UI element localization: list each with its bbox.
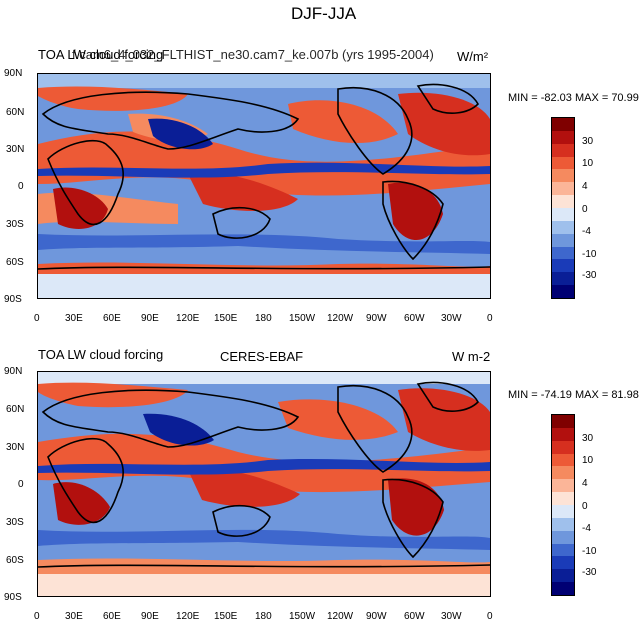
lat-label: 90S [4, 592, 22, 603]
panel1-center-title: f.cam6_4_032_FLTHIST_ne30.cam7_ke.007b (… [72, 47, 434, 62]
panel1-left-title: TOA LW cloud forcing [38, 47, 164, 62]
colorbar-swatch [552, 492, 574, 506]
page-title: DJF-JJA [291, 4, 357, 23]
lon-label: 0 [34, 611, 40, 622]
lon-label: 120E [176, 611, 200, 622]
colorbar-label: -30 [582, 270, 597, 281]
lon-label: 120W [327, 313, 354, 324]
colorbar-swatch [552, 415, 574, 428]
lon-label: 60W [404, 313, 425, 324]
lon-label: 60E [103, 611, 121, 622]
colorbar-swatch [552, 569, 574, 583]
colorbar-swatch [552, 466, 574, 480]
lat-label: 60S [6, 257, 24, 268]
lon-label: 0 [487, 611, 493, 622]
lat-label: 90N [4, 366, 23, 377]
panel1-min-max: MIN = -82.03 MAX = 70.99 [508, 92, 639, 104]
lon-label: 30E [65, 313, 83, 324]
lon-label: 150E [214, 611, 238, 622]
colorbar-swatch [552, 530, 574, 544]
lon-label: 60E [103, 313, 121, 324]
panel2-map [37, 371, 491, 597]
colorbar-swatch [552, 143, 574, 157]
colorbar-label: -30 [582, 567, 597, 578]
lon-label: 120E [176, 313, 200, 324]
lat-label: 30N [6, 144, 25, 155]
lat-label: 60S [6, 555, 24, 566]
colorbar-swatch [552, 233, 574, 247]
lon-label: 0 [34, 313, 40, 324]
colorbar-swatch [552, 220, 574, 234]
colorbar-swatch [552, 440, 574, 454]
colorbar-swatch [552, 130, 574, 144]
colorbar-label: 4 [582, 478, 588, 489]
colorbar-swatch [552, 272, 574, 286]
lon-label: 150W [289, 611, 316, 622]
panel1-units: W/m² [457, 49, 489, 64]
lat-label: 90N [4, 68, 23, 79]
lat-label: 60N [6, 404, 25, 415]
colorbar-label: 30 [582, 433, 594, 444]
colorbar-swatch [552, 259, 574, 273]
colorbar-swatch [552, 156, 574, 170]
colorbar-swatch [552, 285, 574, 299]
colorbar-swatch [552, 453, 574, 467]
colorbar-swatch [552, 479, 574, 493]
colorbar-label: -4 [582, 226, 591, 237]
colorbar-swatch [552, 517, 574, 531]
colorbar-swatch [552, 195, 574, 209]
lat-label: 0 [18, 479, 24, 490]
colorbar-swatch [552, 182, 574, 196]
panel2-coastlines [38, 381, 490, 568]
colorbar-label: 10 [582, 455, 594, 466]
panel2-min-max: MIN = -74.19 MAX = 81.98 [508, 389, 639, 401]
colorbar-swatch [552, 543, 574, 557]
lon-label: 30E [65, 611, 83, 622]
colorbar-swatch [552, 505, 574, 518]
lon-label: 150E [214, 313, 238, 324]
colorbar-label: -10 [582, 546, 597, 557]
colorbar-label: 4 [582, 181, 588, 192]
colorbar-label: 10 [582, 158, 594, 169]
lat-label: 0 [18, 181, 24, 192]
panel2-center-title: CERES-EBAF [220, 349, 304, 364]
lon-label: 30W [441, 313, 462, 324]
lon-label: 180 [255, 313, 272, 324]
lon-label: 180 [255, 611, 272, 622]
lon-label: 60W [404, 611, 425, 622]
colorbar-label: 30 [582, 136, 594, 147]
lon-label: 120W [327, 611, 354, 622]
lat-label: 30N [6, 442, 25, 453]
colorbar-label: -4 [582, 523, 591, 534]
panel2-units: W m-2 [452, 349, 491, 364]
lon-label: 90W [366, 313, 387, 324]
colorbar-swatch [552, 208, 574, 221]
lon-label: 90E [141, 611, 159, 622]
lon-label: 90W [366, 611, 387, 622]
panel2-field [38, 372, 490, 596]
colorbar-swatches [551, 414, 575, 596]
lon-label: 90E [141, 313, 159, 324]
colorbar-swatches [551, 117, 575, 299]
colorbar-swatch [552, 246, 574, 260]
lon-label: 30W [441, 611, 462, 622]
colorbar-swatch [552, 427, 574, 441]
colorbar-swatch [552, 582, 574, 596]
panel2-left-title: TOA LW cloud forcing [38, 347, 164, 362]
colorbar-label: 0 [582, 501, 588, 512]
colorbar-swatch [552, 118, 574, 131]
panel1-coastlines [38, 83, 490, 270]
colorbar-swatch [552, 556, 574, 570]
lon-label: 0 [487, 313, 493, 324]
panel1-map [37, 73, 491, 299]
colorbar-label: 0 [582, 204, 588, 215]
colorbar-swatch [552, 169, 574, 183]
panel1-field [38, 74, 490, 298]
lon-label: 150W [289, 313, 316, 324]
lat-label: 90S [4, 294, 22, 305]
lat-label: 30S [6, 517, 24, 528]
lat-label: 30S [6, 219, 24, 230]
lat-label: 60N [6, 107, 25, 118]
colorbar-label: -10 [582, 249, 597, 260]
